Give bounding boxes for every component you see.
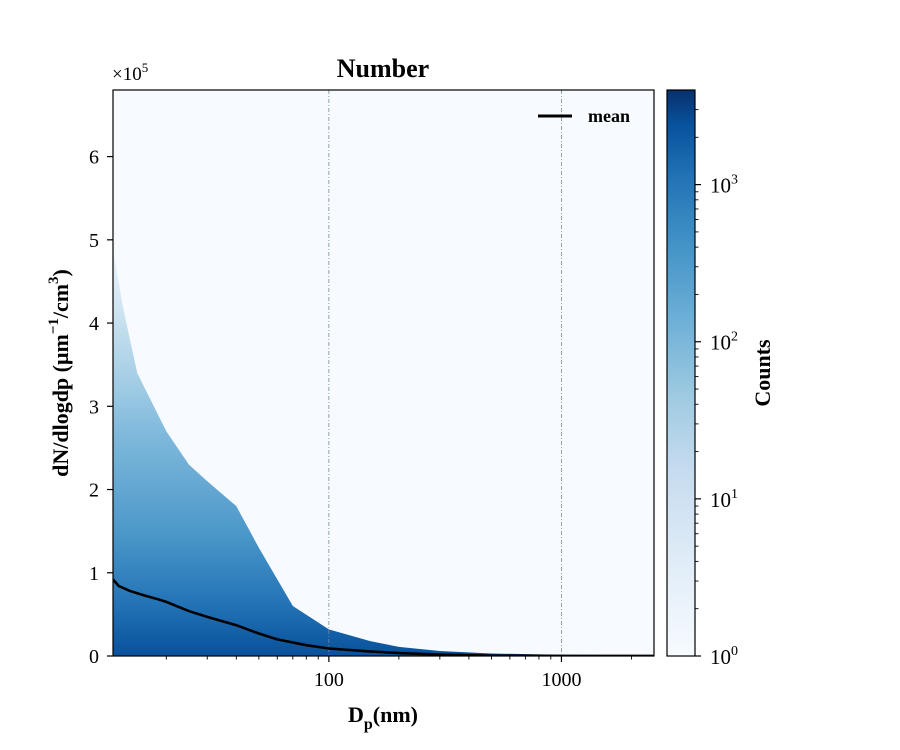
colorbar: 100 101 102 103 Counts — [666, 89, 775, 669]
colorbar-label: Counts — [750, 339, 775, 407]
colorbar-tick-label: 102 — [710, 330, 738, 355]
y-multiplier: ×105 — [112, 60, 148, 85]
x-axis: 100 1000 — [165, 656, 632, 691]
density-region — [113, 248, 654, 656]
colorbar-tick-label: 103 — [710, 173, 738, 198]
x-axis-label: Dp(nm) — [348, 702, 418, 733]
mean-curve-layer — [113, 578, 654, 656]
colorbar-tick-label: 101 — [710, 487, 738, 512]
y-axis: 0 1 2 3 4 5 6 — [89, 147, 113, 668]
y-tick-label: 1 — [89, 563, 99, 585]
colorbar-gradient — [666, 89, 696, 657]
y-axis-label: dN/dlogdp (μm−1/cm3) — [46, 269, 73, 477]
reference-lines — [328, 90, 562, 656]
y-tick-label: 5 — [89, 230, 99, 252]
legend: mean — [538, 106, 630, 126]
plot-frame — [112, 89, 655, 657]
density-layer — [113, 248, 654, 656]
colorbar-tick-label: 100 — [710, 644, 738, 669]
y-tick-label: 4 — [89, 313, 99, 335]
x-tick-label: 100 — [314, 669, 344, 691]
y-tick-label: 3 — [89, 396, 99, 418]
legend-mean-label: mean — [588, 106, 630, 126]
mean-line — [113, 578, 654, 656]
y-tick-label: 6 — [89, 147, 99, 169]
x-tick-label: 1000 — [541, 669, 581, 691]
chart-title: Number — [337, 54, 429, 83]
colorbar-ticks: 100 101 102 103 — [695, 109, 738, 669]
y-tick-label: 0 — [89, 646, 99, 668]
y-tick-label: 2 — [89, 480, 99, 502]
